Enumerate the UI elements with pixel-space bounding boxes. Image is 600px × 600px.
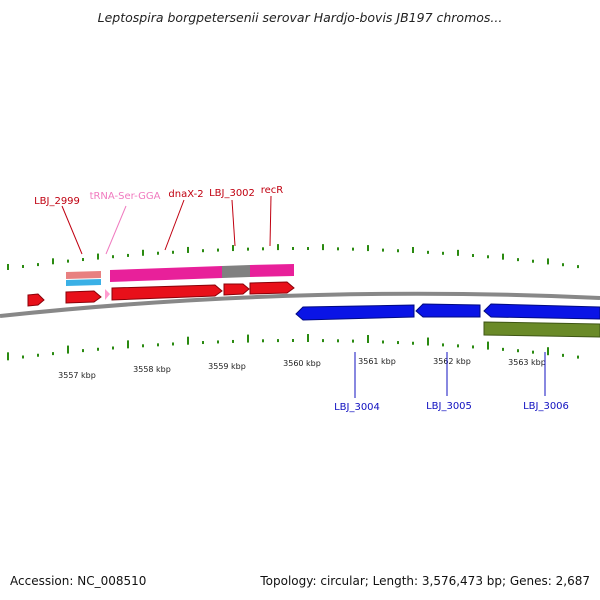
feature-pseudogene[interactable] xyxy=(66,279,101,286)
feature-cds-lbj2999[interactable] xyxy=(65,290,102,304)
feature-gene-lbj3002[interactable] xyxy=(222,265,250,278)
label-trna-ser-gga[interactable]: tRNA-Ser-GGA xyxy=(90,191,161,202)
label-lbj2999[interactable]: LBJ_2999 xyxy=(34,196,80,207)
feature-cds-dnax2[interactable] xyxy=(111,284,223,301)
label-lbj3005[interactable]: LBJ_3005 xyxy=(426,401,472,412)
feature-gene-recr[interactable] xyxy=(250,264,294,277)
feature-misc-lbj2999-top[interactable] xyxy=(66,271,101,279)
label-recr[interactable]: recR xyxy=(261,185,284,196)
ruler-tick-label: 3562 kbp xyxy=(433,357,471,366)
leader-line-trna xyxy=(105,205,127,255)
feature-cds-recr[interactable] xyxy=(249,281,295,295)
feature-cds-lbj3004[interactable] xyxy=(295,304,415,321)
label-lbj3006[interactable]: LBJ_3006 xyxy=(523,401,569,412)
label-leader-lines xyxy=(61,195,546,398)
feature-trna-ser-gga[interactable] xyxy=(105,289,110,300)
feature-track xyxy=(27,264,600,338)
accession-text: Accession: NC_008510 xyxy=(10,574,147,588)
ruler-tick-label: 3559 kbp xyxy=(208,362,246,371)
ruler-tick-label: 3561 kbp xyxy=(358,357,396,366)
label-lbj3004[interactable]: LBJ_3004 xyxy=(334,402,380,413)
ruler-tick-label: 3560 kbp xyxy=(283,359,321,368)
leader-line-recr xyxy=(269,195,272,247)
genome-summary-text: Topology: circular; Length: 3,576,473 bp… xyxy=(260,574,590,588)
feature-cds-lbj3006[interactable] xyxy=(483,303,600,320)
gc-skew-ticks xyxy=(7,244,579,361)
feature-gene-dnax2[interactable] xyxy=(110,266,222,282)
leader-line-lbj3002 xyxy=(231,199,236,247)
ruler-tick-label: 3558 kbp xyxy=(133,365,171,374)
ruler-tick-label: 3557 kbp xyxy=(58,371,96,380)
map-title: Leptospira borgpetersenii serovar Hardjo… xyxy=(97,10,503,25)
feature-cds-left-partial[interactable] xyxy=(27,293,45,307)
label-dnax2[interactable]: dnaX-2 xyxy=(168,189,203,200)
feature-labels: LBJ_2999 tRNA-Ser-GGA dnaX-2 LBJ_3002 re… xyxy=(34,185,569,413)
feature-cds-lbj3005[interactable] xyxy=(415,303,481,318)
ruler-tick-label: 3563 kbp xyxy=(508,358,546,367)
dna-backbone xyxy=(0,291,600,318)
label-lbj3002[interactable]: LBJ_3002 xyxy=(209,188,255,199)
leader-line-lbj2999 xyxy=(61,205,83,255)
feature-gene-lbj3006[interactable] xyxy=(483,321,600,338)
position-ruler: 3557 kbp 3558 kbp 3559 kbp 3560 kbp 3561… xyxy=(58,357,546,380)
leader-line-dnax2 xyxy=(164,199,185,251)
feature-cds-lbj3002[interactable] xyxy=(223,283,250,296)
